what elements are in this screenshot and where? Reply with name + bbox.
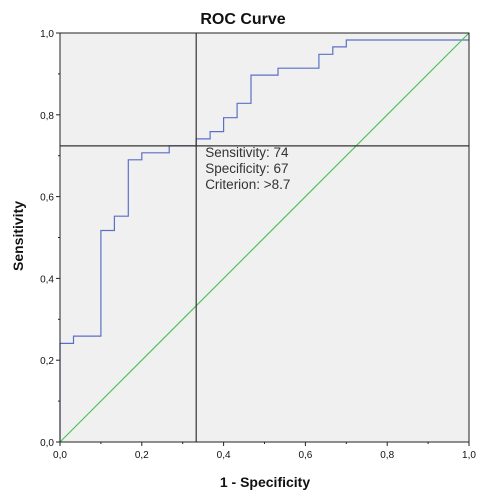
y-tick-label: 1,0 [40,29,54,40]
y-tick-label: 0,0 [40,438,54,449]
x-tick-label: 0,2 [135,450,149,461]
x-tick-label: 0,8 [380,450,394,461]
y-tick-label: 0,4 [40,274,54,285]
y-tick-label: 0,8 [40,111,54,122]
chart-title: ROC Curve [200,11,285,28]
reference-diagonal-line [59,32,470,443]
x-axis-title: 1 - Specificity [220,474,310,490]
x-tick-label: 0,0 [53,450,67,461]
criterion-annotation-line: Criterion: >8.7 [205,177,290,192]
plot-frame [59,32,470,443]
y-axis-title: Sensitivity [10,201,26,271]
x-tick-label: 0,6 [298,450,312,461]
x-tick-label: 0,4 [217,450,231,461]
criterion-annotation-line: Sensitivity: 74 [205,145,289,160]
y-tick-label: 0,2 [40,356,54,367]
x-tick-label: 1,0 [462,450,476,461]
roc-curve-line [59,39,469,442]
y-tick-label: 0,6 [40,193,54,204]
criterion-annotation-line: Specificity: 67 [205,161,288,176]
